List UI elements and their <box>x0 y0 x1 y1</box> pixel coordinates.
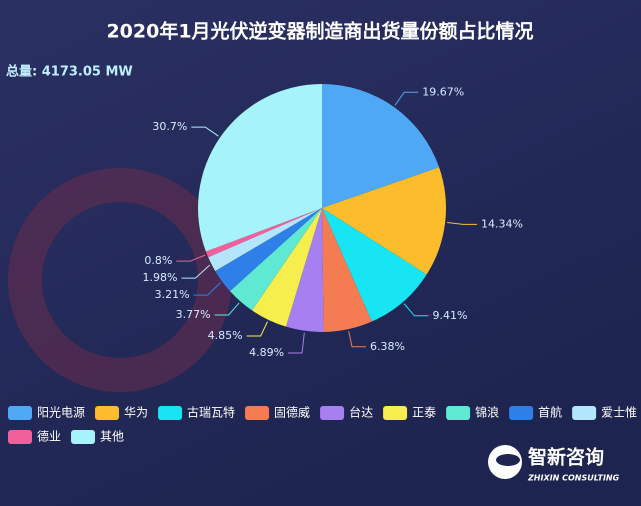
legend-swatch <box>8 406 32 420</box>
pie-slice <box>205 208 322 258</box>
pie-slice <box>322 208 427 322</box>
leader-line <box>181 264 211 279</box>
data-label: 3.21% <box>155 288 190 301</box>
legend-swatch <box>446 406 471 420</box>
subtitle: 总量: 4173.05 MW <box>6 64 133 80</box>
legend-label: 爱士惟 <box>601 406 637 420</box>
legend-label: 台达 <box>349 405 373 420</box>
legend-swatch <box>572 406 597 420</box>
data-label: 0.8% <box>144 254 172 267</box>
leader-line <box>288 332 305 354</box>
data-label: 1.98% <box>142 271 177 284</box>
legend-swatch <box>71 430 96 444</box>
pie-slice <box>229 208 322 311</box>
legend-label: 古瑞瓦特 <box>187 405 235 420</box>
leader-line <box>246 321 268 337</box>
legend-label: 固德威 <box>274 405 310 420</box>
data-label: 9.41% <box>432 309 467 322</box>
pie-slice <box>198 83 322 252</box>
logo-subtitle: ZHIXIN CONSULTING <box>527 474 620 483</box>
pie-slice <box>322 167 446 275</box>
leader-line <box>191 126 219 137</box>
legend-swatch <box>95 406 120 420</box>
data-label: 4.85% <box>208 329 243 342</box>
pie-slice <box>208 208 322 271</box>
pie-slice <box>322 84 440 208</box>
legend-swatch <box>320 406 345 420</box>
legend-swatch <box>509 406 534 420</box>
data-label: 4.89% <box>249 346 284 359</box>
legend-label: 正泰 <box>412 406 436 420</box>
legend-label: 德业 <box>37 429 61 444</box>
legend-label: 首航 <box>538 405 562 420</box>
data-label: 19.67% <box>422 85 464 98</box>
leader-line <box>193 282 221 296</box>
legend-label: 华为 <box>124 406 148 420</box>
leader-line <box>214 302 240 316</box>
legend-swatch <box>383 406 408 420</box>
legend-label: 阳光电源 <box>37 406 85 420</box>
chart-title: 2020年1月光伏逆变器制造商出货量份额占比情况 <box>106 20 533 43</box>
logo-icon-cut <box>496 454 520 466</box>
legend-swatch <box>8 430 32 444</box>
leader-line <box>348 331 367 348</box>
data-label: 30.7% <box>152 120 187 133</box>
leader-line <box>447 222 478 225</box>
legend-swatch <box>158 406 183 420</box>
pie-slice <box>215 208 322 292</box>
data-label: 14.34% <box>481 217 523 230</box>
pie-slice <box>285 208 324 332</box>
logo-name: 智新咨询 <box>528 446 604 469</box>
leader-line <box>403 303 429 317</box>
watermark-ring <box>8 168 232 392</box>
legend-swatch <box>245 406 270 420</box>
legend-label: 其他 <box>100 430 124 444</box>
data-label: 3.77% <box>176 308 211 321</box>
data-label: 6.38% <box>370 340 405 353</box>
pie-slice <box>322 208 372 332</box>
pie: 19.67% 14.34% 9.41% 6.38% 4.89% 4.85% 3.77% 3.2… <box>142 83 523 359</box>
leader-line <box>394 91 419 106</box>
pie-slice <box>252 208 322 327</box>
legend-label: 锦浪 <box>475 405 499 420</box>
leader-line <box>176 254 206 262</box>
